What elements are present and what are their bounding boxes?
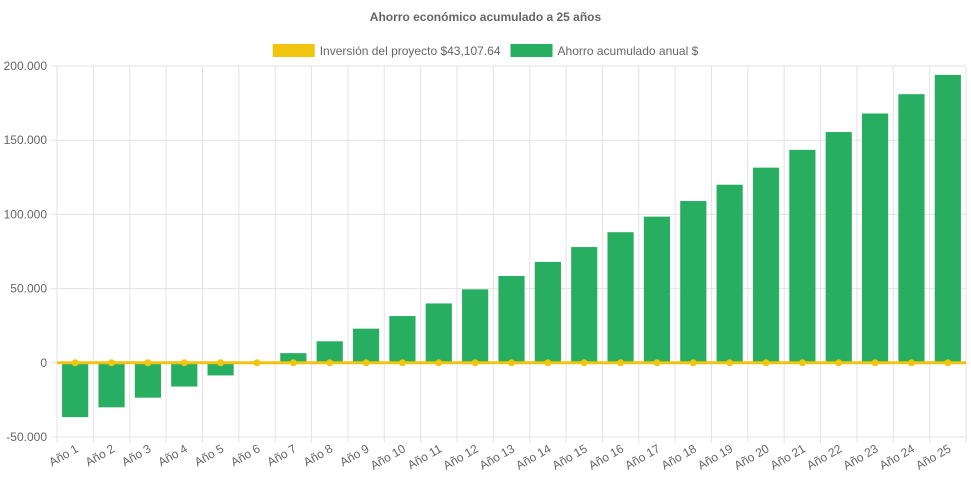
bar-series xyxy=(62,74,961,418)
bar xyxy=(498,275,525,363)
line-point xyxy=(71,359,79,367)
line-point xyxy=(435,359,443,367)
bar xyxy=(534,261,561,363)
legend-item[interactable]: Inversión del proyecto $43,107.64 xyxy=(272,44,501,58)
line-point xyxy=(944,359,952,367)
line-point xyxy=(398,359,406,367)
line-point xyxy=(289,359,297,367)
x-tick-label: Año 12 xyxy=(441,441,481,472)
x-tick-label: Año 14 xyxy=(513,441,553,472)
chart-title: Ahorro económico acumulado a 25 años xyxy=(370,10,602,24)
line-point xyxy=(326,359,334,367)
x-tick-label: Año 24 xyxy=(877,441,917,472)
bar xyxy=(171,362,198,387)
x-tick-label: Año 21 xyxy=(768,441,808,472)
x-tick-label: Año 3 xyxy=(119,441,153,469)
x-tick-label: Año 11 xyxy=(405,441,444,472)
x-tick-label: Año 8 xyxy=(301,441,335,469)
bar xyxy=(571,247,598,363)
bar xyxy=(862,113,889,363)
x-tick-label: Año 1 xyxy=(47,441,81,469)
line-series xyxy=(57,359,966,367)
line-point xyxy=(798,359,806,367)
legend-item[interactable]: Ahorro acumulado anual $ xyxy=(510,44,699,58)
x-tick-label: Año 18 xyxy=(659,441,699,472)
bar xyxy=(62,362,89,418)
x-tick-label: Año 2 xyxy=(83,441,117,469)
line-point xyxy=(217,359,225,367)
line-point xyxy=(544,359,552,367)
y-tick-label: 150.000 xyxy=(4,133,48,147)
bar xyxy=(898,94,925,363)
line-point xyxy=(580,359,588,367)
bar xyxy=(680,201,707,363)
bar xyxy=(607,232,634,363)
bar xyxy=(825,132,852,363)
y-tick-label: -50.000 xyxy=(6,430,47,444)
line-point xyxy=(362,359,370,367)
legend-swatch xyxy=(272,44,315,57)
x-tick-label: Año 22 xyxy=(804,441,844,472)
line-point xyxy=(762,359,770,367)
x-tick-label: Año 13 xyxy=(477,441,517,472)
bar xyxy=(389,316,416,363)
bar xyxy=(352,328,380,363)
x-tick-label: Año 25 xyxy=(913,441,953,472)
y-tick-label: 50.000 xyxy=(10,282,47,296)
x-tick-label: Año 4 xyxy=(156,441,190,469)
y-tick-label: 0 xyxy=(40,356,47,370)
bar xyxy=(462,289,489,363)
x-tick-label: Año 10 xyxy=(368,441,408,472)
line-point xyxy=(617,359,625,367)
x-tick-label: Año 15 xyxy=(550,441,590,472)
bar xyxy=(643,216,671,363)
bar xyxy=(316,341,343,363)
legend: Inversión del proyecto $43,107.64 Ahorro … xyxy=(272,44,699,58)
x-tick-label: Año 7 xyxy=(265,441,299,469)
line-point xyxy=(907,359,915,367)
bar xyxy=(789,149,816,363)
y-tick-label: 200.000 xyxy=(4,59,48,73)
x-tick-label: Año 23 xyxy=(841,441,881,472)
line-point xyxy=(180,359,188,367)
bar xyxy=(752,167,780,363)
line-point xyxy=(508,359,515,367)
legend-label: Inversión del proyecto $43,107.64 xyxy=(320,44,501,58)
line-point xyxy=(689,359,697,367)
line-point xyxy=(726,359,734,367)
line-point xyxy=(871,359,879,367)
y-tick-label: 100.000 xyxy=(4,207,48,221)
grid xyxy=(51,65,967,443)
legend-label: Ahorro acumulado anual $ xyxy=(558,44,699,58)
x-tick-label: Año 17 xyxy=(622,441,662,472)
x-tick-label: Año 16 xyxy=(586,441,626,472)
bar xyxy=(134,362,161,398)
line-point xyxy=(144,359,152,367)
bar xyxy=(425,303,452,363)
bar xyxy=(280,353,307,363)
line-point xyxy=(653,359,661,367)
y-axis: -50.000 0 50.000 100.000 150.000 200.000 xyxy=(4,59,48,444)
x-tick-label: Año 5 xyxy=(192,441,226,469)
bar xyxy=(98,362,125,408)
bar xyxy=(716,184,743,363)
line-point xyxy=(471,359,479,367)
x-axis: Año 1 Año 2 Año 3 Año 4 Año 5 Año 6 Año 7 Año 8… xyxy=(47,441,954,472)
line-point xyxy=(835,359,843,367)
x-tick-label: Año 20 xyxy=(732,441,772,472)
x-tick-label: Año 9 xyxy=(337,441,371,469)
line-point xyxy=(108,359,116,367)
bar xyxy=(934,74,961,363)
bar xyxy=(207,362,234,376)
x-tick-label: Año 6 xyxy=(228,441,262,469)
x-tick-label: Año 19 xyxy=(695,441,735,472)
line-point xyxy=(253,359,261,367)
legend-swatch xyxy=(510,44,553,57)
